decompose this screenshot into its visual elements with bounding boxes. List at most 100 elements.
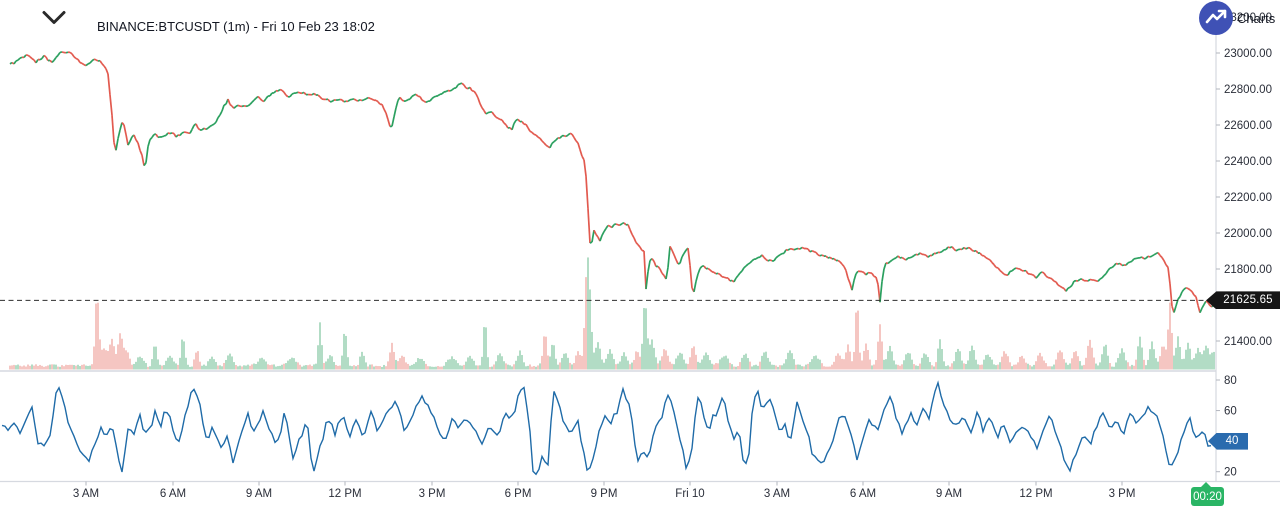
- volume-bar: [741, 357, 743, 370]
- volume-bar: [953, 361, 955, 370]
- time-axis-label[interactable]: 12 PM: [328, 488, 361, 500]
- volume-bar: [41, 365, 43, 370]
- volume-bar: [29, 365, 31, 370]
- volume-bar: [1045, 363, 1047, 370]
- volume-bar: [593, 352, 595, 370]
- time-axis-label[interactable]: 9 AM: [936, 488, 962, 500]
- volume-bar: [579, 354, 581, 370]
- volume-bar: [833, 361, 835, 370]
- volume-bar: [407, 363, 409, 370]
- volume-bar: [623, 352, 625, 370]
- volume-bar: [629, 364, 631, 370]
- volume-bar: [845, 352, 847, 370]
- volume-bar: [329, 355, 331, 370]
- volume-bar: [225, 359, 227, 370]
- volume-bar: [85, 365, 87, 370]
- volume-bar: [495, 361, 497, 370]
- volume-bar: [151, 359, 153, 370]
- volume-bar: [927, 357, 929, 370]
- price-axis-label: 23000.00: [1224, 48, 1272, 60]
- volume-bar: [815, 355, 817, 370]
- volume-bar: [1065, 362, 1067, 370]
- volume-bar: [911, 359, 913, 370]
- volume-bar: [261, 357, 263, 370]
- volume-bar: [143, 360, 145, 370]
- volume-bar: [619, 361, 621, 370]
- time-axis-label[interactable]: 3 PM: [419, 488, 446, 500]
- time-axis-label[interactable]: 3 AM: [73, 488, 99, 500]
- volume-bar: [767, 357, 769, 370]
- volume-bar: [185, 357, 187, 370]
- volume-bar: [45, 366, 47, 370]
- volume-bar: [513, 364, 515, 370]
- volume-bar: [81, 364, 83, 370]
- volume-bar: [737, 366, 739, 370]
- volume-bar: [1003, 351, 1005, 370]
- time-axis-label[interactable]: 6 AM: [160, 488, 186, 500]
- volume-bar: [1125, 360, 1127, 370]
- volume-bar: [487, 357, 489, 370]
- volume-bar: [335, 364, 337, 370]
- volume-bar: [1119, 353, 1121, 370]
- volume-bar: [829, 366, 831, 370]
- volume-bar: [1061, 352, 1063, 370]
- time-axis-label[interactable]: 12 PM: [1019, 488, 1052, 500]
- volume-bar: [191, 366, 193, 370]
- volume-bar: [65, 364, 67, 370]
- volume-bar: [695, 354, 697, 370]
- time-axis-label[interactable]: 6 AM: [850, 488, 876, 500]
- volume-bar: [831, 364, 833, 370]
- volume-bar: [13, 364, 15, 370]
- chevron-down-icon[interactable]: [41, 9, 67, 27]
- time-axis-label[interactable]: 6 PM: [505, 488, 532, 500]
- volume-bar: [139, 356, 141, 370]
- volume-bar: [697, 361, 699, 370]
- volume-bar: [237, 366, 239, 370]
- charts-attribution-button[interactable]: [1199, 1, 1233, 35]
- volume-bar: [17, 364, 19, 370]
- volume-bar: [863, 350, 865, 370]
- volume-bar: [965, 363, 967, 370]
- time-axis-label[interactable]: 3 PM: [1109, 488, 1136, 500]
- volume-bar: [1041, 356, 1043, 370]
- volume-bar: [205, 365, 207, 370]
- volume-bar: [681, 353, 683, 370]
- volume-bar: [1155, 358, 1157, 370]
- volume-bar: [447, 359, 449, 370]
- volume-bar: [679, 352, 681, 370]
- time-axis-label[interactable]: Fri 10: [675, 488, 704, 500]
- volume-bar: [825, 366, 827, 370]
- volume-bar: [241, 366, 243, 370]
- volume-bar: [1107, 355, 1109, 370]
- charts-attribution-label[interactable]: Charts |: [1237, 11, 1280, 26]
- volume-bar: [1013, 364, 1015, 370]
- volume-bar: [195, 352, 197, 370]
- countdown-badge: 00:20: [1191, 482, 1224, 506]
- volume-bar: [533, 365, 535, 370]
- volume-bar: [343, 333, 345, 370]
- time-axis-label[interactable]: 3 AM: [764, 488, 790, 500]
- volume-bar: [647, 338, 649, 370]
- volume-bar: [293, 358, 295, 370]
- volume-bar: [597, 342, 599, 370]
- volume-bar: [357, 364, 359, 370]
- volume-bar: [605, 358, 607, 370]
- volume-bar: [891, 351, 893, 370]
- volume-bar: [249, 365, 251, 370]
- volume-bar: [367, 366, 369, 370]
- volume-bar: [895, 364, 897, 370]
- price-axis-label: 22000.00: [1224, 228, 1272, 240]
- volume-bar: [599, 348, 601, 370]
- volume-bar: [489, 366, 491, 370]
- time-axis-label[interactable]: 9 AM: [246, 488, 272, 500]
- volume-bar: [1185, 349, 1187, 370]
- volume-bar: [1149, 349, 1151, 370]
- time-axis-label[interactable]: 9 PM: [591, 488, 618, 500]
- volume-bar: [83, 364, 85, 370]
- volume-bar: [289, 359, 291, 370]
- volume-bar: [855, 312, 857, 370]
- volume-bar: [569, 362, 571, 370]
- volume-bar: [451, 356, 453, 370]
